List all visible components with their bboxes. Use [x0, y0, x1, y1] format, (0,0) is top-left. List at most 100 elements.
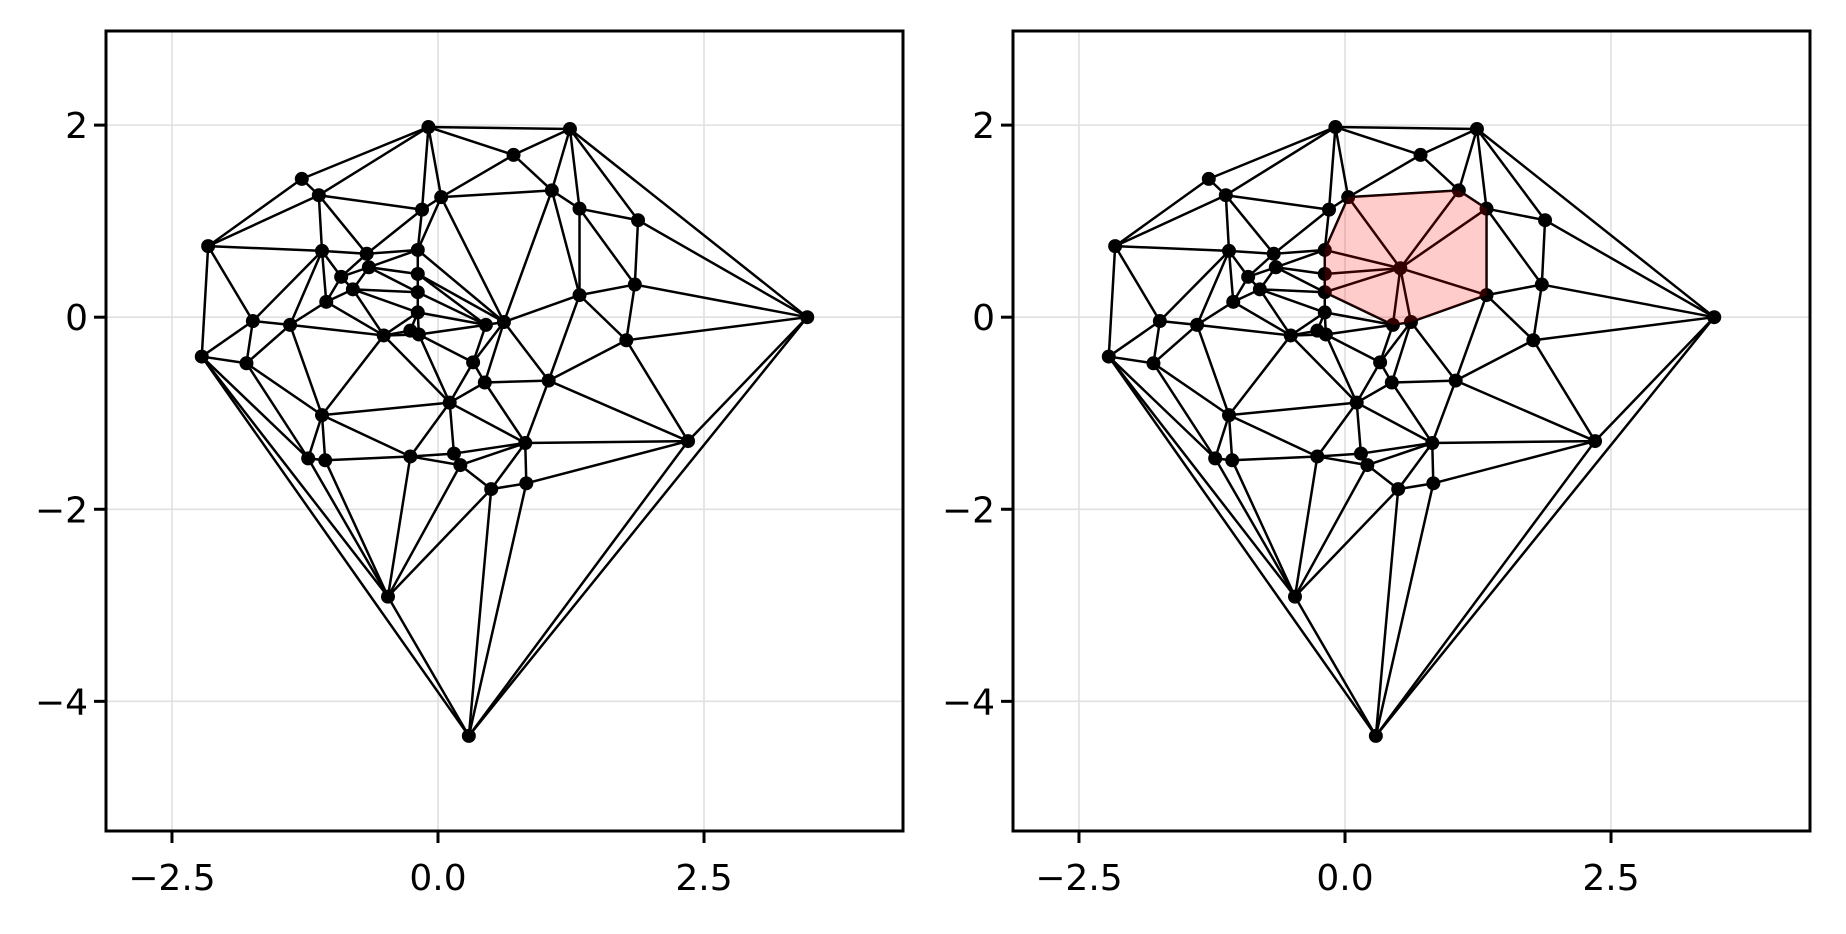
mesh-edge — [1227, 401, 1358, 417]
mesh-edge — [317, 193, 324, 253]
mesh-vertex-dot — [1368, 728, 1383, 743]
mesh-edge — [1485, 283, 1544, 297]
mesh-edge — [1323, 266, 1402, 276]
mesh-edge — [523, 439, 690, 445]
mesh-edge — [409, 455, 462, 467]
mesh-edge — [320, 249, 368, 256]
mesh-vertex-dot — [466, 355, 481, 370]
mesh-edge — [448, 401, 456, 455]
mesh-vertex-dot — [1538, 213, 1553, 228]
mesh-vertex-dot — [1588, 434, 1603, 449]
mesh-edge — [1213, 413, 1231, 460]
mesh-edge — [1457, 127, 1479, 192]
x-tick-label: 0.0 — [409, 858, 466, 899]
axes-frame — [104, 29, 905, 833]
mesh-edge — [1107, 319, 1162, 358]
mesh-vertex-dot — [411, 327, 426, 342]
mesh-edge — [417, 333, 475, 364]
mesh-edge — [206, 193, 321, 248]
mesh-edge — [351, 288, 385, 337]
mesh-edge — [1485, 207, 1544, 286]
mesh-vertex-dot — [1469, 121, 1484, 136]
mesh-edge — [1485, 207, 1547, 222]
mesh-vertex-dot — [1317, 305, 1332, 320]
mesh-vertex-dot — [1403, 314, 1418, 329]
mesh-edge — [633, 283, 809, 319]
mesh-vertex-dot — [442, 395, 457, 410]
mesh-vertex-dot — [800, 310, 815, 325]
highlight-triangle — [1400, 190, 1487, 269]
mesh-vertex-dot — [1393, 261, 1408, 276]
mesh-edge — [1316, 455, 1369, 467]
mesh-edge — [1355, 401, 1363, 455]
mesh-edge — [1374, 439, 1597, 738]
mesh-vertex-dot — [334, 269, 349, 284]
mesh-edge — [1543, 218, 1716, 319]
mesh-edge — [1258, 288, 1327, 314]
mesh-edge — [547, 338, 628, 382]
mesh-vertex-dot — [572, 201, 587, 216]
y-tick-label: −2 — [942, 490, 995, 531]
mesh-vertex-dot — [1146, 356, 1161, 371]
mesh-edge — [317, 193, 368, 256]
mesh-edge — [1113, 193, 1228, 248]
mesh-edge — [467, 315, 809, 738]
mesh-edge — [1540, 283, 1716, 319]
mesh-vertex-dot — [1201, 171, 1216, 186]
mesh-edge — [1272, 208, 1331, 256]
mesh-edge — [1107, 355, 1378, 738]
mesh-vertex-dot — [421, 120, 436, 135]
mesh-edge — [367, 266, 420, 294]
mesh-edge — [467, 487, 493, 738]
mesh-vertex-dot — [1317, 285, 1332, 300]
mesh-vertex-dot — [627, 277, 642, 292]
x-tick-label: 2.5 — [675, 858, 732, 899]
mesh-vertex-dot — [245, 314, 260, 329]
mesh-edge — [251, 249, 324, 323]
mesh-vertex-dot — [1391, 482, 1406, 497]
mesh-vertex-dot — [1287, 589, 1302, 604]
mesh-edge — [1378, 320, 1413, 364]
mesh-vertex-dot — [410, 242, 425, 257]
mesh-edge — [448, 361, 475, 404]
mesh-vertex-dot — [619, 333, 634, 348]
mesh-vertex-dot — [631, 213, 646, 228]
mesh-edge — [1324, 333, 1382, 364]
y-tick-label: 0 — [972, 298, 995, 339]
x-tick-label: 2.5 — [1582, 858, 1639, 899]
mesh-vertex-dot — [1425, 436, 1440, 451]
y-tick-label: −2 — [35, 490, 88, 531]
mesh-edge — [1390, 381, 1434, 445]
mesh-edge — [568, 127, 809, 319]
mesh-edge — [416, 195, 443, 252]
mesh-edge — [525, 439, 690, 485]
mesh-vertex-dot — [319, 294, 334, 309]
mesh-edge — [320, 413, 327, 462]
mesh-edge — [1419, 153, 1461, 192]
mesh-edge — [1540, 218, 1547, 286]
mesh-edge — [382, 334, 451, 404]
mesh-vertex-dot — [1322, 202, 1337, 217]
mesh-edge — [1324, 333, 1358, 404]
mesh-edge — [1390, 379, 1457, 384]
mesh-edge — [1113, 244, 1231, 253]
mesh-vertex-dot — [1448, 373, 1463, 388]
mesh-edge — [320, 413, 412, 458]
mesh-edge — [351, 288, 420, 314]
mesh-edge — [459, 441, 527, 467]
highlight-triangle — [1324, 249, 1401, 274]
mesh-edge — [1107, 355, 1155, 365]
mesh-edge — [416, 272, 506, 324]
mesh-edge — [1409, 293, 1488, 324]
mesh-vertex-dot — [380, 589, 395, 604]
mesh-vertex-dot — [1318, 327, 1333, 342]
mesh-edge — [1274, 248, 1327, 269]
mesh-vertex-dot — [1208, 451, 1223, 466]
mesh-edge — [633, 218, 640, 286]
mesh-vertex-dot — [1373, 355, 1388, 370]
mesh-edge — [1107, 355, 1297, 598]
mesh-vertex-dot — [461, 728, 476, 743]
mesh-edge — [568, 127, 640, 222]
mesh-edge — [1227, 249, 1275, 256]
mesh-edge — [578, 283, 637, 297]
